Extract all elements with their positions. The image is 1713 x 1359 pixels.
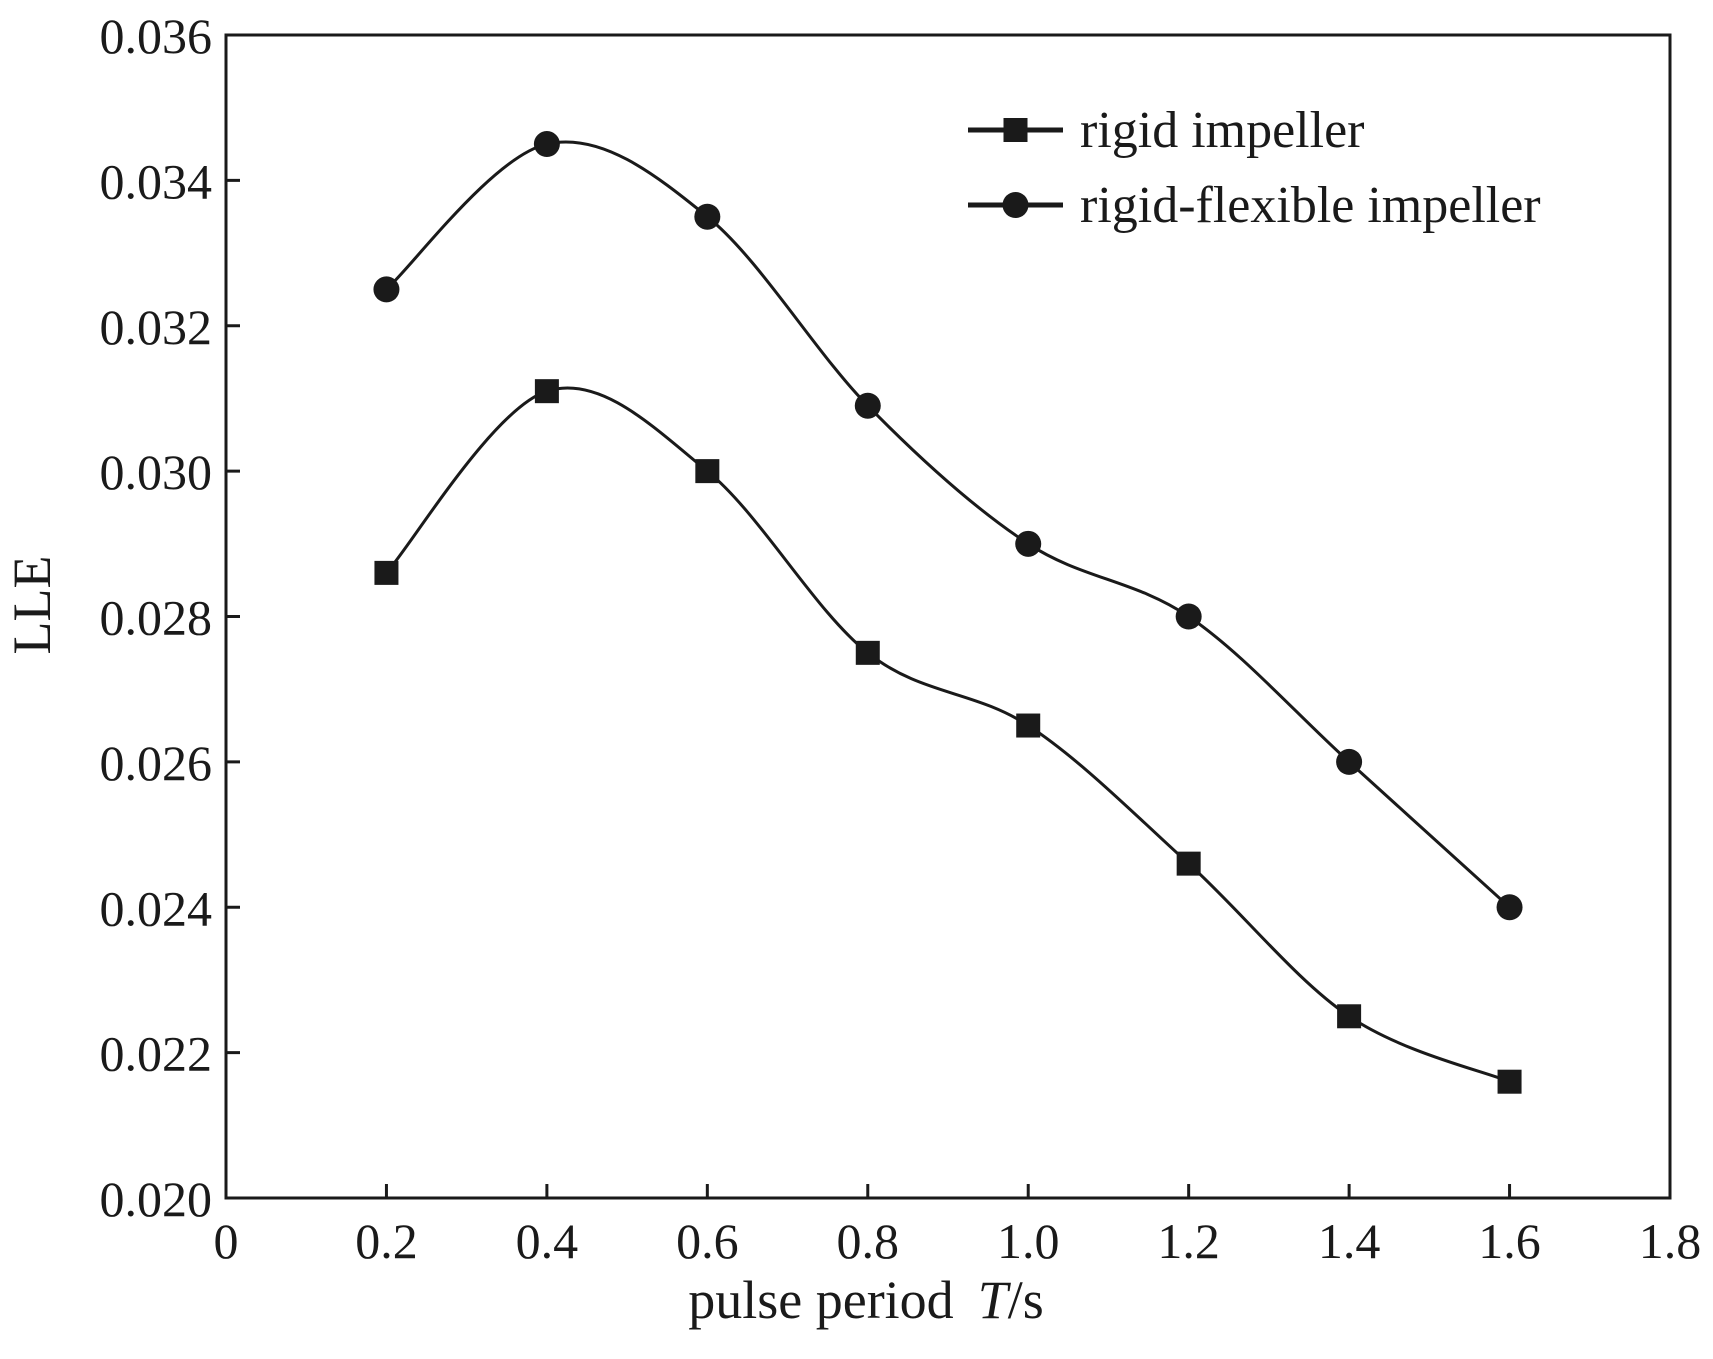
x-tick-label: 1.4 <box>1318 1213 1381 1269</box>
data-point <box>1497 1069 1522 1094</box>
x-axis-title-text: pulse period <box>688 1270 953 1330</box>
legend-marker <box>1003 118 1028 142</box>
data-point <box>1016 713 1041 738</box>
series-line <box>385 140 1511 909</box>
x-tick-label: 1.8 <box>1639 1213 1702 1269</box>
x-tick-label: 1.0 <box>997 1213 1060 1269</box>
series-square <box>374 379 1522 1094</box>
x-axis: 0 0.2 0.4 0.6 0.8 1.0 1.2 1.4 1.6 1.8 <box>214 1184 1702 1269</box>
series-circle <box>373 131 1523 921</box>
data-point <box>1337 1004 1362 1029</box>
x-tick-label: 0.8 <box>837 1213 900 1269</box>
legend-label: rigid-flexible impeller <box>1080 177 1541 234</box>
x-tick-label: 1.2 <box>1157 1213 1220 1269</box>
y-axis-title: LLE <box>2 556 62 655</box>
x-axis-title: pulse period T/s <box>688 1270 1044 1330</box>
legend-label: rigid impeller <box>1080 102 1364 159</box>
data-point <box>1175 603 1202 630</box>
data-point <box>1015 530 1042 557</box>
x-axis-title-symbol: T <box>978 1270 1012 1330</box>
x-tick-label: 0 <box>214 1213 239 1269</box>
y-tick-label: 0.028 <box>100 590 213 646</box>
y-tick-label: 0.036 <box>100 8 213 64</box>
data-point <box>694 203 721 230</box>
data-point <box>1176 851 1201 876</box>
data-point <box>695 459 720 484</box>
data-point <box>1496 894 1523 921</box>
y-tick-label: 0.034 <box>100 153 213 209</box>
x-tick-label: 0.2 <box>355 1213 418 1269</box>
series-layer <box>373 131 1523 1094</box>
x-tick-label: 0.4 <box>516 1213 579 1269</box>
y-tick-label: 0.022 <box>100 1026 213 1082</box>
data-point <box>534 379 559 404</box>
x-axis-title-unit: /s <box>1008 1270 1044 1330</box>
y-tick-label: 0.026 <box>100 735 213 791</box>
y-tick-label: 0.032 <box>100 299 213 355</box>
data-point <box>854 392 881 419</box>
legend-marker <box>1002 192 1029 218</box>
data-point <box>373 276 400 303</box>
y-tick-label: 0.020 <box>100 1171 213 1227</box>
y-axis: 0.020 0.022 0.024 0.026 0.028 0.030 0.032 0.034… <box>100 8 240 1227</box>
x-tick-label: 1.6 <box>1478 1213 1541 1269</box>
data-point <box>533 131 560 158</box>
y-tick-label: 0.030 <box>100 444 213 500</box>
series-line <box>385 386 1511 1084</box>
data-point <box>1336 748 1363 775</box>
x-tick-label: 0.6 <box>676 1213 739 1269</box>
y-tick-label: 0.024 <box>100 880 213 936</box>
legend: rigid impeller rigid-flexible impeller <box>968 102 1541 234</box>
data-point <box>374 560 399 585</box>
data-point <box>855 640 880 665</box>
